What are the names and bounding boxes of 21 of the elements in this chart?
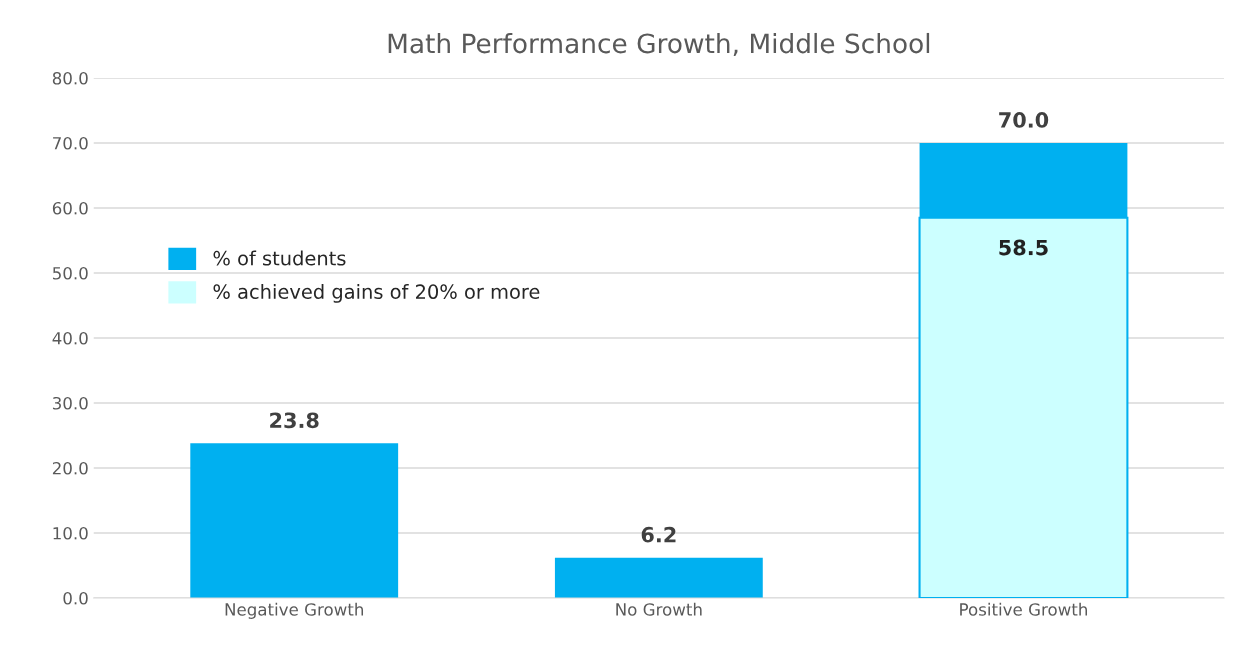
- y-tick-label: 80.0: [52, 71, 88, 85]
- y-tick-label: 20.0: [52, 461, 88, 475]
- y-tick-label: 30.0: [52, 396, 88, 410]
- bar: [554, 557, 763, 598]
- x-tick-label: No Growth: [616, 602, 702, 616]
- legend-label: % of students: [213, 250, 346, 266]
- y-tick-label: 0.0: [63, 591, 88, 605]
- y-tick-label: 10.0: [53, 526, 88, 540]
- bar: [190, 443, 399, 598]
- data-label: 70.0: [999, 112, 1049, 128]
- x-tick-label: Negative Growth: [225, 602, 364, 619]
- y-tick-label: 60.0: [52, 201, 88, 215]
- legend-label: % achieved gains of 20% or more: [213, 283, 540, 303]
- y-tick-label: 50.0: [52, 266, 88, 280]
- data-label: 58.5: [999, 239, 1048, 256]
- data-label: 6.2: [641, 526, 676, 543]
- y-tick-label: 40.0: [52, 331, 88, 345]
- y-tick-label: 70.0: [53, 136, 88, 150]
- x-tick-label: Positive Growth: [960, 602, 1087, 616]
- data-label: 23.8: [270, 412, 319, 429]
- chart-title: Math Performance Growth, Middle School: [388, 32, 930, 57]
